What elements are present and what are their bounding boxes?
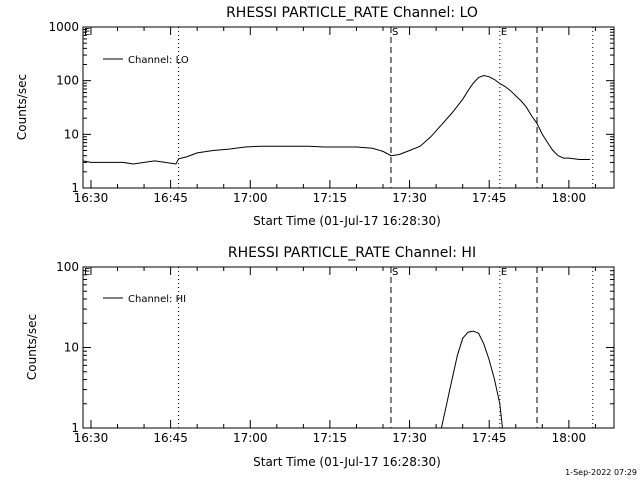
x-tick-label: 16:30 <box>74 191 109 205</box>
y-tick-label: 100 <box>56 74 79 88</box>
event-marker-label: S <box>392 267 398 278</box>
event-marker-label: S <box>392 27 398 38</box>
legend: Channel: LO <box>103 55 189 66</box>
x-tick-label: 18:00 <box>552 431 587 445</box>
series-line <box>440 330 503 429</box>
x-axis-label: Start Time (01-Jul-17 16:28:30) <box>253 455 441 469</box>
legend: Channel: HI <box>103 294 186 305</box>
chart-title: RHESSI PARTICLE_RATE Channel: HI <box>228 245 476 261</box>
x-tick-label: 17:15 <box>313 431 348 445</box>
y-tick-label: 100 <box>56 260 79 274</box>
chart-panel-hi: RHESSI PARTICLE_RATE Channel: HI Counts/… <box>25 245 615 469</box>
x-axis-label: Start Time (01-Jul-17 16:28:30) <box>253 214 441 228</box>
legend-entry: Channel: LO <box>128 55 189 66</box>
event-marker-label: E <box>84 267 90 278</box>
x-tick-label: 17:15 <box>313 191 348 205</box>
x-tick-label: 18:00 <box>552 191 587 205</box>
plot-frame <box>82 26 615 189</box>
plot-frame <box>82 266 615 429</box>
x-tick-label: 16:30 <box>74 431 109 445</box>
x-tick-label: 16:45 <box>153 191 188 205</box>
event-marker-label: E <box>501 267 507 278</box>
event-marker-label: E <box>501 27 507 38</box>
y-tick-label: 1000 <box>48 20 79 34</box>
y-tick-label: 1 <box>71 181 79 195</box>
y-axis-label: Counts/sec <box>25 314 39 380</box>
x-tick-label: 17:00 <box>233 191 268 205</box>
chart-panel-lo: RHESSI PARTICLE_RATE Channel: LO Counts/… <box>15 5 615 228</box>
y-axis-label: Counts/sec <box>15 74 29 140</box>
y-tick-label: 10 <box>64 127 79 141</box>
x-tick-label: 17:30 <box>392 191 427 205</box>
chart-title: RHESSI PARTICLE_RATE Channel: LO <box>226 5 478 21</box>
series-line <box>82 74 591 165</box>
x-tick-label: 17:30 <box>392 431 427 445</box>
event-marker-label: E <box>84 27 90 38</box>
x-tick-label: 17:00 <box>233 431 268 445</box>
y-tick-label: 1 <box>71 421 79 435</box>
x-tick-label: 17:45 <box>472 431 507 445</box>
x-tick-label: 16:45 <box>153 431 188 445</box>
x-tick-label: 17:45 <box>472 191 507 205</box>
legend-entry: Channel: HI <box>128 294 186 305</box>
generation-timestamp: 1-Sep-2022 07:29 <box>565 468 637 477</box>
y-tick-label: 10 <box>64 341 79 355</box>
